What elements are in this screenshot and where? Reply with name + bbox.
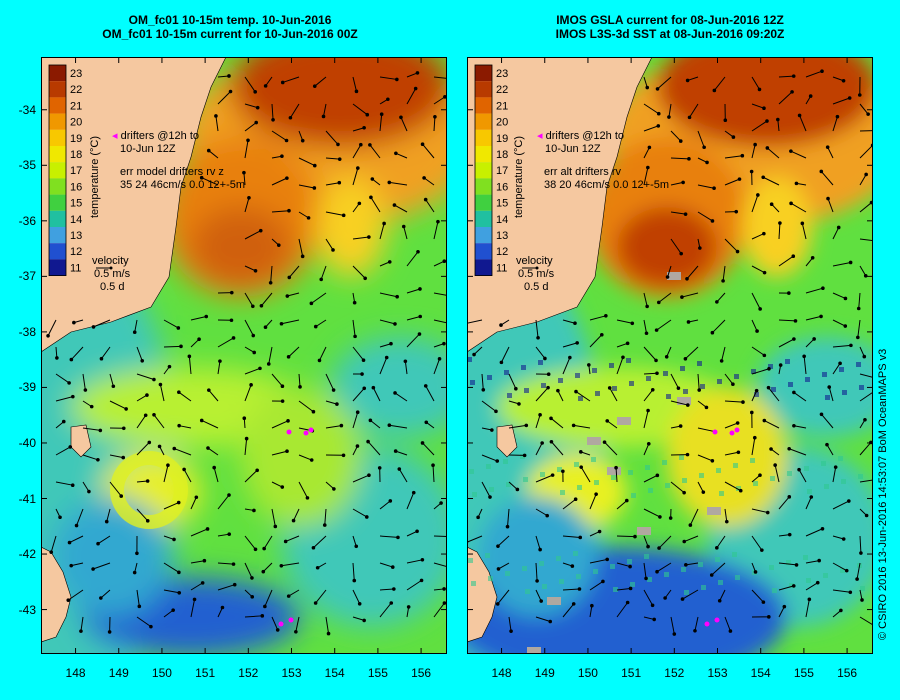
colorbar-tick: 22 [496, 84, 508, 96]
x-tick-label: 154 [324, 666, 345, 680]
left-velocity-scale1: 0.5 m/s [94, 268, 131, 280]
colorbar-tick: 21 [70, 100, 82, 112]
x-tick-label: 150 [151, 666, 172, 680]
y-tick-label: -43 [18, 602, 36, 617]
current-vectors [46, 71, 447, 636]
right-drifters-line1: drifters @12h to [545, 130, 625, 142]
colorbar-tick: 13 [496, 230, 508, 242]
mainland-coast [41, 57, 227, 353]
y-tick-label: -41 [18, 491, 36, 506]
x-tick-label: 151 [621, 666, 642, 680]
x-tick-label: 152 [664, 666, 685, 680]
right-velocity-scale2: 0.5 d [524, 281, 549, 293]
x-tick-label: 156 [411, 666, 432, 680]
right-drifters-line2: 10-Jun 12Z [545, 143, 601, 155]
map-canvas: 23 22 21 20 19 18 17 16 15 14 13 12 11 [467, 57, 873, 654]
left-drifters-line1: drifters @12h to [120, 130, 200, 142]
x-tick-label: 153 [281, 666, 302, 680]
colorbar-tick: 18 [70, 149, 82, 161]
current-vectors [467, 69, 873, 636]
right-map: 23 22 21 20 19 18 17 16 15 14 13 12 11 [467, 57, 873, 654]
right-velocity-label: velocity [516, 255, 553, 267]
colorbar-tick: 22 [70, 84, 82, 96]
colorbar-tick: 19 [70, 133, 82, 145]
colorbar-tick: 20 [70, 117, 82, 129]
y-tick-label: -38 [18, 324, 36, 339]
colorbar-tick: 11 [70, 262, 81, 274]
colorbar-tick: 13 [70, 230, 82, 242]
colorbar-tick: 17 [496, 165, 508, 177]
right-velocity-legend: velocity 0.5 m/s 0.5 d [516, 255, 554, 294]
left-velocity-legend: velocity 0.5 m/s 0.5 d [92, 255, 130, 294]
x-tick-label: 150 [577, 666, 598, 680]
colorbar-tick: 16 [70, 181, 82, 193]
y-tick-label: -37 [18, 269, 36, 284]
tasmania-coast [467, 546, 498, 643]
right-velocity-scale1: 0.5 m/s [518, 268, 555, 280]
colorbar-tick: 16 [496, 181, 508, 193]
left-colorbar-title: temperature (°C) [89, 135, 101, 218]
x-tick-label: 155 [793, 666, 814, 680]
y-tick-label: -42 [18, 547, 36, 562]
temperature-colorbar: 23 22 21 20 19 18 17 16 15 14 13 12 11 [48, 64, 82, 277]
y-tick-label: -39 [18, 380, 36, 395]
x-tick-label: 154 [750, 666, 771, 680]
y-tick-label: -35 [18, 158, 36, 173]
right-colorbar-title: temperature (°C) [513, 135, 525, 218]
left-map: 23 22 21 20 19 18 17 16 15 14 13 12 11 [41, 57, 447, 654]
left-title-line1: OM_fc01 10-15m temp. 10-Jun-2016 [128, 13, 332, 27]
colorbar-tick: 15 [496, 198, 508, 210]
left-panel-title: OM_fc01 10-15m temp. 10-Jun-2016 OM_fc01… [20, 13, 440, 41]
right-panel-title: IMOS GSLA current for 08-Jun-2016 12Z IM… [460, 13, 880, 41]
drifter-markers [704, 427, 740, 627]
left-err-line1: err model drifters rv z [120, 166, 224, 178]
map-canvas: 23 22 21 20 19 18 17 16 15 14 13 12 11 [41, 57, 447, 654]
colorbar-tick: 11 [496, 262, 507, 274]
left-drifters-legend: ◂ drifters @12h to 10-Jun 12Z [112, 130, 200, 155]
x-tick-label: 151 [195, 666, 216, 680]
right-title-line1: IMOS GSLA current for 08-Jun-2016 12Z [556, 13, 784, 27]
colorbar-tick: 20 [496, 117, 508, 129]
left-drifters-line2: 10-Jun 12Z [120, 143, 176, 155]
drifter-markers [278, 427, 314, 627]
x-tick-label: 156 [837, 666, 858, 680]
colorbar-tick: 19 [496, 133, 508, 145]
tasmania-coast [41, 546, 72, 643]
right-drifters-legend: ◂ drifters @12h to 10-Jun 12Z [537, 130, 625, 155]
right-title-line2: IMOS L3S-3d SST at 08-Jun-2016 09:20Z [555, 27, 785, 41]
y-tick-label: -40 [18, 435, 36, 450]
x-tick-label: 153 [707, 666, 728, 680]
right-error-stats: err alt drifters rv 38 20 46cm/s 0.0 12+… [544, 166, 669, 192]
colorbar-tick: 23 [496, 68, 508, 80]
colorbar-tick: 14 [70, 214, 82, 226]
colorbar-tick: 12 [496, 246, 508, 258]
y-tick-label: -36 [18, 213, 36, 228]
right-err-line1: err alt drifters rv [544, 166, 622, 178]
x-tick-label: 149 [108, 666, 129, 680]
x-tick-label: 152 [238, 666, 259, 680]
left-velocity-label: velocity [92, 255, 129, 267]
x-tick-label: 155 [367, 666, 388, 680]
sst-field [467, 57, 873, 654]
colorbar-tick: 21 [496, 100, 508, 112]
colorbar-tick: 18 [496, 149, 508, 161]
temperature-colorbar: 23 22 21 20 19 18 17 16 15 14 13 12 11 [474, 64, 508, 277]
right-err-line2: 38 20 46cm/s 0.0 12+-5m [544, 179, 670, 191]
x-tick-label: 149 [534, 666, 555, 680]
credit-text: © CSIRO 2016 13-Jun-2016 14:53:07 BoM Oc… [877, 348, 889, 640]
colorbar-tick: 15 [70, 198, 82, 210]
x-tick-label: 148 [491, 666, 512, 680]
y-tick-label: -34 [18, 102, 36, 117]
x-tick-label: 148 [65, 666, 86, 680]
colorbar-tick: 23 [70, 68, 82, 80]
colorbar-tick: 12 [70, 246, 82, 258]
left-error-stats: err model drifters rv z 35 24 46cm/s 0.0… [120, 166, 245, 192]
colorbar-tick: 17 [70, 165, 82, 177]
colorbar-tick: 14 [496, 214, 508, 226]
mainland-coast [467, 57, 653, 353]
left-title-line2: OM_fc01 10-15m current for 10-Jun-2016 0… [102, 27, 358, 41]
left-velocity-scale2: 0.5 d [100, 281, 125, 293]
left-err-line2: 35 24 46cm/s 0.0 12+-5m [120, 179, 246, 191]
